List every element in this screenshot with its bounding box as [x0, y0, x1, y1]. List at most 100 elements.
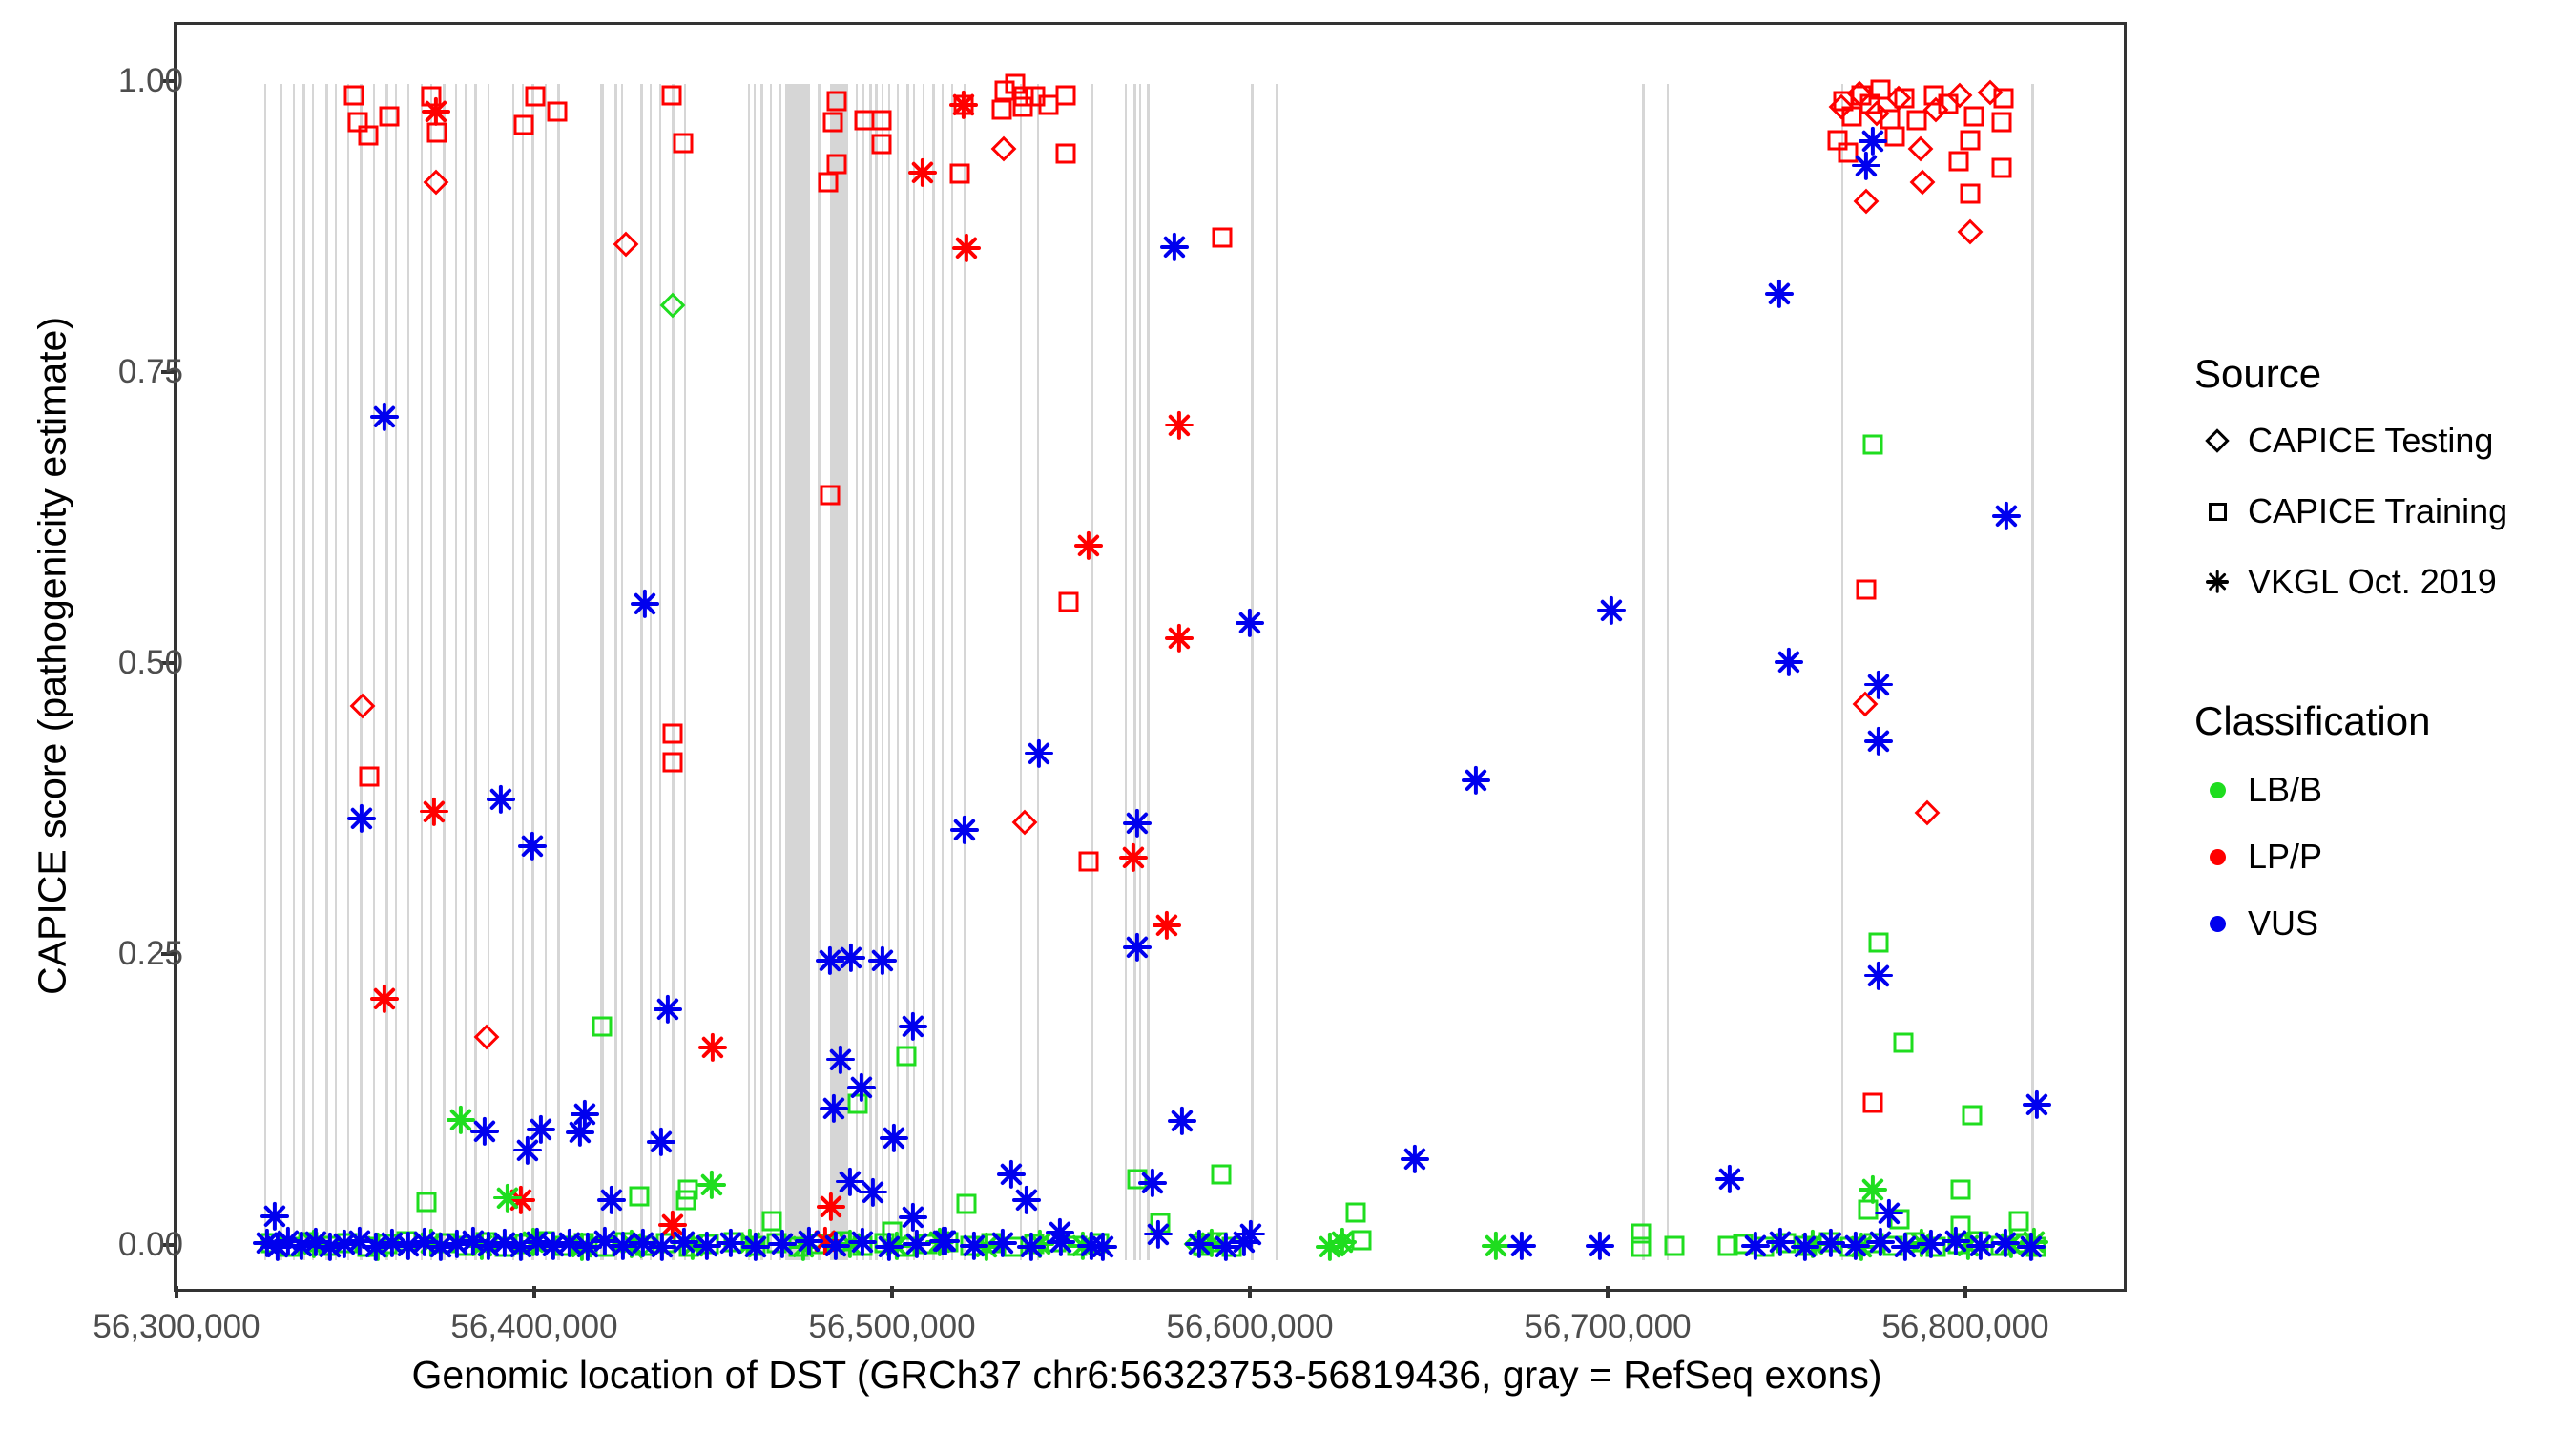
data-point-asterisk-vus — [1168, 1107, 1197, 1136]
data-point-asterisk-lbb — [1858, 1175, 1887, 1205]
data-point-asterisk-lpp — [949, 91, 978, 120]
legend-item-label: VUS — [2248, 903, 2319, 943]
data-point-asterisk-vus — [1507, 1231, 1536, 1260]
data-point-asterisk-vus — [458, 1226, 488, 1255]
data-point-asterisk-vus — [409, 1227, 439, 1256]
exon-line — [658, 84, 662, 1260]
data-point-asterisk-vus — [1025, 738, 1054, 768]
data-point-asterisk-lpp — [1073, 531, 1103, 561]
x-tick-mark — [1963, 1286, 1967, 1298]
data-point-asterisk-vus — [628, 1229, 657, 1258]
data-point-asterisk-vus — [930, 1226, 960, 1255]
exon-line — [599, 84, 605, 1260]
y-tick-mark — [161, 370, 174, 374]
data-point-diamond-lpp — [349, 693, 376, 718]
exon-line — [1091, 84, 1094, 1260]
data-point-square-lbb — [1868, 932, 1889, 953]
y-tick-mark — [161, 661, 174, 665]
data-point-asterisk-vus — [1891, 1232, 1921, 1261]
data-point-asterisk-vus — [996, 1160, 1026, 1190]
legend-item-lp-p: LP/P — [2187, 828, 2322, 885]
exon-line — [779, 84, 782, 1260]
data-point-asterisk-vus — [1875, 1198, 1904, 1228]
data-point-square-lpp — [1013, 86, 1034, 107]
data-point-asterisk-vus — [879, 1124, 908, 1153]
exon-line — [649, 84, 653, 1260]
data-point-asterisk-vus — [1184, 1230, 1214, 1259]
square-icon — [2208, 502, 2227, 521]
x-tick-label: 56,300,000 — [93, 1308, 260, 1345]
data-point-asterisk-vus — [554, 1229, 584, 1258]
legend-item-lb-b: LB/B — [2187, 761, 2322, 819]
data-point-asterisk-vus — [867, 945, 897, 975]
exon-line — [896, 84, 900, 1260]
exon-line — [881, 84, 884, 1260]
data-point-asterisk-vus — [693, 1231, 722, 1260]
exon-line — [360, 84, 363, 1260]
data-point-square-lpp — [826, 91, 847, 112]
exon-line — [950, 84, 954, 1260]
exon-line — [818, 84, 821, 1260]
data-point-asterisk-lpp — [1165, 623, 1195, 653]
data-point-asterisk-vus — [653, 994, 682, 1024]
x-tick-mark — [532, 1286, 536, 1298]
data-point-asterisk-lbb — [492, 1183, 522, 1213]
data-point-asterisk-vus — [1858, 126, 1887, 156]
data-point-asterisk-vus — [469, 1117, 499, 1147]
data-point-asterisk-vus — [899, 1012, 928, 1042]
data-point-asterisk-vus — [1791, 1232, 1820, 1261]
data-point-square-lpp — [1212, 227, 1233, 248]
data-point-square-lbb — [761, 1211, 782, 1232]
data-point-asterisk-vus — [486, 785, 515, 815]
exon-line — [544, 84, 548, 1260]
data-point-square-lpp — [1055, 143, 1076, 164]
data-point-asterisk-vus — [591, 1226, 620, 1255]
data-point-square-lpp — [1960, 130, 1981, 151]
data-point-square-lpp — [1058, 591, 1079, 612]
data-point-asterisk-vus — [795, 1226, 823, 1255]
data-point-asterisk-vus — [286, 1231, 316, 1260]
y-tick-label: 0.50 — [117, 644, 183, 681]
data-point-asterisk-vus — [1088, 1232, 1117, 1261]
data-point-asterisk-vus — [835, 1167, 864, 1196]
data-point-square-lbb — [896, 1046, 917, 1067]
exon-line — [346, 84, 350, 1260]
data-point-square-lpp — [513, 114, 534, 135]
data-point-asterisk-lpp — [507, 1186, 536, 1215]
data-point-asterisk-vus — [1211, 1232, 1240, 1261]
data-point-asterisk-vus — [950, 816, 980, 845]
data-point-asterisk-vus — [1775, 648, 1804, 677]
data-point-asterisk-lpp — [952, 234, 981, 263]
data-point-asterisk-vus — [898, 1203, 927, 1233]
data-point-asterisk-vus — [1229, 1227, 1258, 1256]
data-point-asterisk-vus — [648, 1232, 677, 1261]
exon-line — [454, 84, 458, 1260]
exon-line — [1147, 84, 1150, 1260]
x-tick-mark — [890, 1286, 894, 1298]
data-point-square-lpp — [673, 133, 694, 154]
data-point-asterisk-vus — [442, 1230, 471, 1259]
data-point-asterisk-vus — [301, 1227, 330, 1256]
data-point-square-lpp — [949, 163, 970, 184]
data-point-asterisk-vus — [1991, 1229, 2021, 1258]
data-point-asterisk-vus — [1992, 501, 2022, 530]
legend-item-vkgl-oct-2019: VKGL Oct. 2019 — [2187, 553, 2497, 611]
y-tick-mark — [161, 952, 174, 956]
data-point-asterisk-vus — [1714, 1165, 1744, 1194]
data-point-asterisk-vus — [315, 1232, 344, 1261]
data-point-asterisk-vus — [609, 1231, 637, 1260]
data-point-asterisk-vus — [512, 1135, 542, 1165]
data-point-asterisk-lbb — [447, 1105, 476, 1134]
plot-panel — [174, 22, 2127, 1292]
exon-line — [1133, 84, 1136, 1260]
data-point-square-lpp — [1862, 1092, 1883, 1112]
data-point-asterisk-vus — [902, 1230, 931, 1259]
data-point-square-lbb — [1345, 1202, 1366, 1223]
x-axis-title: Genomic location of DST (GRCh37 chr6:563… — [411, 1353, 1882, 1397]
exon-line — [292, 84, 296, 1260]
data-point-asterisk-vus — [1138, 1168, 1167, 1197]
data-point-asterisk-vus — [347, 803, 377, 833]
data-point-asterisk-lbb — [1025, 1230, 1054, 1259]
data-point-square-lpp — [547, 101, 568, 122]
exon-line — [869, 84, 872, 1260]
